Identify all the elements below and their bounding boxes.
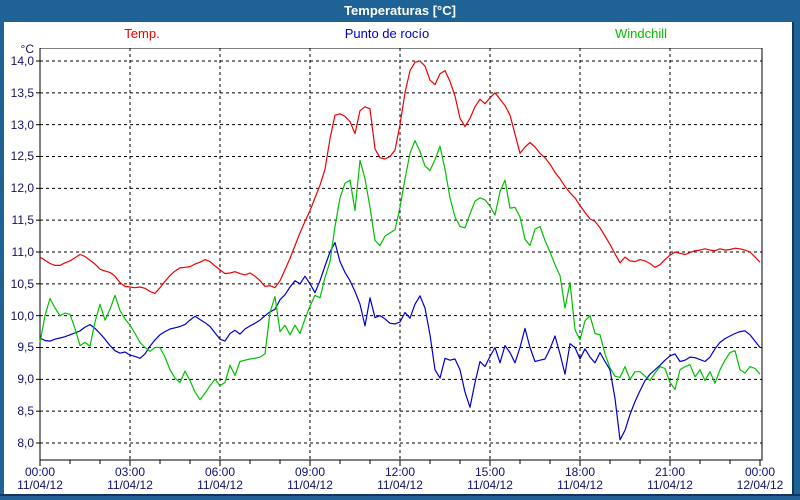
y-tick-label: 13,5 (10, 85, 34, 100)
plot-area (36, 48, 763, 466)
window-border-bottom (0, 494, 800, 500)
series-line-punto-de-roc-o (39, 241, 761, 441)
x-tick-date: 11/04/12 (377, 478, 423, 492)
x-tick-label: 00:00 11/04/12 (0, 466, 80, 492)
x-tick-date: 11/04/12 (197, 478, 243, 492)
x-tick-time: 09:00 (294, 465, 326, 479)
series-line-temp- (39, 60, 761, 294)
y-tick-label: 12,0 (10, 181, 34, 196)
window-border-left (0, 22, 4, 500)
x-tick-date: 11/04/12 (17, 478, 63, 492)
x-tick-time: 06:00 (204, 465, 236, 479)
y-tick-label: 9,0 (17, 372, 34, 387)
x-tick-label: 09:00 11/04/12 (270, 466, 350, 492)
x-tick-time: 00:00 (24, 465, 56, 479)
series-line-windchill (39, 139, 761, 401)
x-tick-time: 15:00 (474, 465, 506, 479)
x-tick-time: 00:00 (744, 465, 776, 479)
legend-windchill: Windchill (614, 26, 668, 41)
y-tick-label: 10,5 (10, 276, 34, 291)
y-tick-label: 12,5 (10, 149, 34, 164)
y-tick-label: 9,5 (17, 340, 34, 355)
y-tick-label: 8,5 (17, 404, 34, 419)
x-tick-label: 03:00 11/04/12 (90, 466, 170, 492)
y-tick-label: 14,0 (10, 54, 34, 68)
x-tick-label: 21:00 11/04/12 (630, 466, 710, 492)
y-tick-label: 8,0 (17, 435, 34, 450)
plot-border (39, 48, 763, 461)
y-axis-unit-label: °C (20, 42, 34, 56)
x-tick-date: 11/04/12 (107, 478, 153, 492)
x-tick-date: 11/04/12 (557, 478, 603, 492)
x-tick-label: 00:00 12/04/12 (720, 466, 800, 492)
x-tick-date: 11/04/12 (287, 478, 333, 492)
x-tick-label: 18:00 11/04/12 (540, 466, 620, 492)
x-tick-time: 12:00 (384, 465, 416, 479)
x-tick-label: 06:00 11/04/12 (180, 466, 260, 492)
x-tick-label: 15:00 11/04/12 (450, 466, 530, 492)
x-tick-date: 12/04/12 (736, 478, 784, 492)
y-tick-label: 11,5 (11, 213, 34, 228)
y-tick-label: 13,0 (10, 117, 34, 132)
x-tick-label: 12:00 11/04/12 (360, 466, 440, 492)
y-tick-label: 10,0 (10, 308, 34, 323)
x-tick-date: 11/04/12 (467, 478, 513, 492)
y-tick-label: 11,0 (11, 244, 34, 259)
legend-dew-point: Punto de rocío (344, 26, 430, 41)
x-tick-date: 11/04/12 (647, 478, 693, 492)
window-border-right (792, 22, 800, 500)
x-tick-time: 18:00 (564, 465, 596, 479)
x-tick-time: 03:00 (114, 465, 146, 479)
legend-temp: Temp. (124, 26, 160, 41)
window-title: Temperaturas [°C] (0, 0, 800, 22)
x-tick-time: 21:00 (654, 465, 686, 479)
